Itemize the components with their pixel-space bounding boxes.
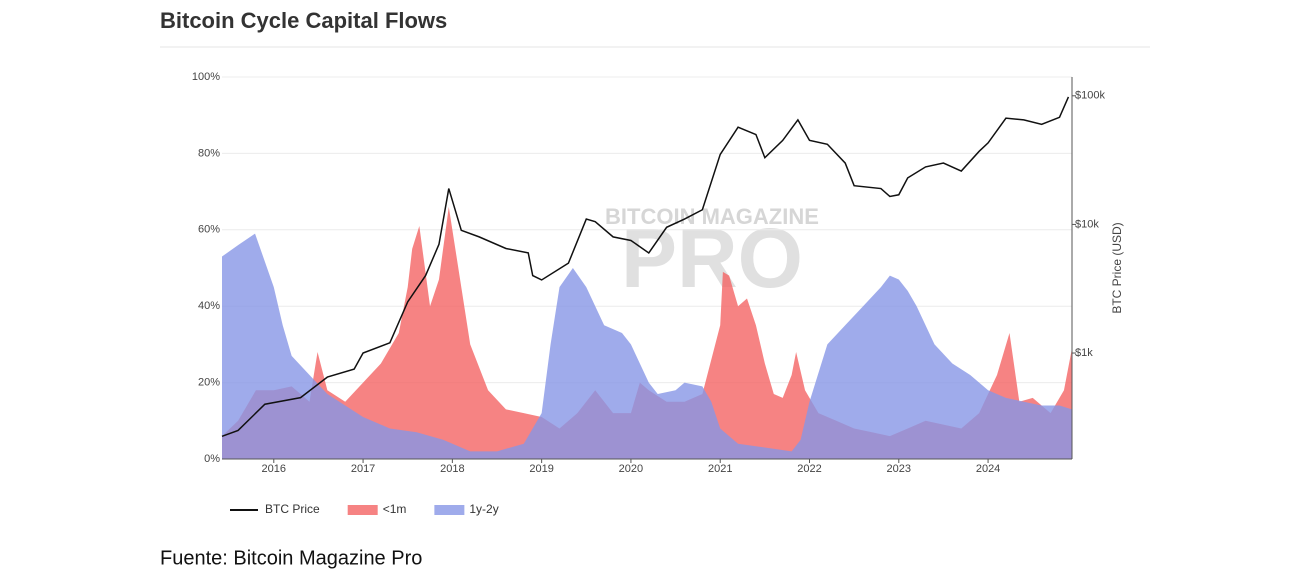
y-tick-label: 40% [198,300,220,312]
x-tick-label: 2018 [440,463,464,475]
x-tick-label: 2020 [619,463,643,475]
y-tick-label: 60% [198,224,220,236]
legend-label: <1m [383,502,407,516]
legend-label: BTC Price [265,502,320,516]
y-tick-label: 80% [198,147,220,159]
chart-title: Bitcoin Cycle Capital Flows [160,8,447,33]
area [222,233,1072,459]
x-tick-label: 2019 [529,463,553,475]
x-tick-label: 2016 [262,463,286,475]
legend-swatch [434,505,465,515]
y-tick-label: 100% [192,71,220,83]
y2-tick-label: $10k [1075,218,1099,230]
x-tick-label: 2024 [976,463,1000,475]
legend-swatch [347,505,378,515]
x-tick-label: 2022 [797,463,821,475]
caption: Fuente: Bitcoin Magazine Pro [160,547,422,569]
x-tick-label: 2023 [887,463,911,475]
watermark: BITCOIN MAGAZINE [605,204,819,229]
area [222,206,1072,459]
y-tick-label: 0% [204,453,220,465]
x-tick-label: 2017 [351,463,375,475]
legend-label: 1y-2y [469,502,498,516]
y-tick-label: 20% [198,377,220,389]
y2-tick-label: $1k [1075,347,1093,359]
watermark: PRO [621,211,803,305]
x-tick-label: 2021 [708,463,732,475]
price-line [221,96,1070,438]
y2-tick-label: $100k [1075,90,1105,102]
y2-axis-label: BTC Price (USD) [1110,222,1124,313]
